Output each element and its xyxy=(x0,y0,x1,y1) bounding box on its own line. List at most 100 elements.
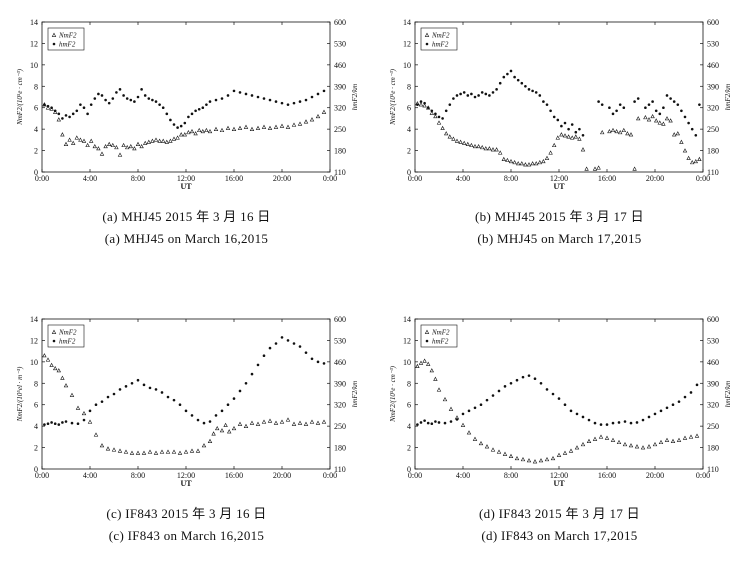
caption-c-cn: (c) IF843 2015 年 3 月 16 日 xyxy=(106,506,267,521)
point-hmF2 xyxy=(64,420,68,423)
point-hmF2 xyxy=(238,389,242,393)
point-NmF2 xyxy=(243,423,249,428)
point-hmF2 xyxy=(485,398,489,402)
y-left-tick-label: 4 xyxy=(407,422,411,431)
panel-d: 0:00 4:00 8:00 12:00 16:00 20:00 0:00 UT 0 2 4 6 8 10… xyxy=(373,297,746,588)
point-hmF2 xyxy=(466,94,470,97)
point-hmF2 xyxy=(509,381,513,385)
point-NmF2 xyxy=(237,125,243,130)
point-NmF2 xyxy=(125,145,130,150)
point-NmF2 xyxy=(267,125,273,130)
point-hmF2 xyxy=(593,421,597,425)
point-NmF2 xyxy=(117,152,123,157)
point-NmF2 xyxy=(309,117,315,122)
point-hmF2 xyxy=(100,400,104,403)
point-NmF2 xyxy=(448,406,454,411)
point-hmF2 xyxy=(226,94,230,97)
point-NmF2 xyxy=(81,138,87,143)
point-hmF2 xyxy=(310,95,314,99)
point-NmF2 xyxy=(92,143,97,149)
y-left-tick-label: 0 xyxy=(34,465,38,474)
point-hmF2 xyxy=(600,103,604,106)
legend-marker-NmF2 xyxy=(424,32,430,37)
point-NmF2 xyxy=(153,450,159,455)
point-hmF2 xyxy=(416,103,419,106)
point-hmF2 xyxy=(89,103,93,106)
point-NmF2 xyxy=(433,376,438,381)
point-hmF2 xyxy=(676,103,680,106)
point-hmF2 xyxy=(513,75,516,79)
point-NmF2 xyxy=(243,124,249,129)
caption-b-en: (b) MHJ45 on March 17,2015 xyxy=(477,231,642,246)
point-NmF2 xyxy=(96,146,101,151)
y-right-axis-label: hmF2/km xyxy=(351,381,359,407)
point-NmF2 xyxy=(146,139,151,144)
point-NmF2 xyxy=(422,103,427,108)
point-NmF2 xyxy=(496,449,502,454)
point-hmF2 xyxy=(190,112,194,116)
point-hmF2 xyxy=(455,418,459,421)
point-hmF2 xyxy=(70,421,74,425)
point-NmF2 xyxy=(53,365,58,371)
x-tick-label: 4:00 xyxy=(83,174,97,183)
point-NmF2 xyxy=(618,130,623,135)
point-NmF2 xyxy=(279,123,285,128)
y-left-tick-label: 10 xyxy=(403,358,411,367)
point-hmF2 xyxy=(470,92,473,96)
point-hmF2 xyxy=(298,345,302,348)
plot-frame xyxy=(41,21,331,173)
y-right-tick-label: 460 xyxy=(707,358,719,367)
point-hmF2 xyxy=(142,383,146,387)
point-hmF2 xyxy=(115,91,118,94)
y-left-tick-label: 12 xyxy=(403,336,411,345)
y-right-tick-label: 110 xyxy=(334,168,346,177)
point-NmF2 xyxy=(204,127,209,133)
legend-label: hmF2 xyxy=(59,41,76,49)
point-hmF2 xyxy=(178,403,182,407)
point-hmF2 xyxy=(100,94,104,97)
point-hmF2 xyxy=(434,420,437,423)
y-left-tick-label: 14 xyxy=(30,18,38,27)
point-hmF2 xyxy=(480,91,484,94)
point-NmF2 xyxy=(442,397,448,402)
point-NmF2 xyxy=(616,439,622,445)
y-left-tick-label: 12 xyxy=(30,39,38,48)
caption-d-en: (d) IF843 on March 17,2015 xyxy=(481,528,638,543)
point-NmF2 xyxy=(682,435,688,440)
point-NmF2 xyxy=(444,131,449,136)
point-NmF2 xyxy=(526,162,532,167)
point-hmF2 xyxy=(574,130,578,134)
point-hmF2 xyxy=(76,422,80,425)
x-axis-label: UT xyxy=(180,182,192,191)
point-NmF2 xyxy=(654,118,659,123)
y-left-tick-label: 14 xyxy=(403,18,411,27)
y-right-tick-label: 320 xyxy=(334,401,346,410)
point-NmF2 xyxy=(285,124,291,129)
point-NmF2 xyxy=(676,437,682,442)
point-hmF2 xyxy=(244,381,248,385)
point-hmF2 xyxy=(449,420,453,423)
point-hmF2 xyxy=(151,98,154,102)
point-NmF2 xyxy=(168,138,173,143)
point-NmF2 xyxy=(117,448,123,453)
point-NmF2 xyxy=(207,438,213,443)
point-hmF2 xyxy=(124,385,128,388)
point-hmF2 xyxy=(669,97,672,100)
point-NmF2 xyxy=(682,148,688,153)
point-hmF2 xyxy=(665,94,669,97)
point-hmF2 xyxy=(316,92,320,96)
point-NmF2 xyxy=(135,450,141,455)
point-NmF2 xyxy=(693,158,698,164)
point-NmF2 xyxy=(422,358,427,363)
y-left-tick-label: 10 xyxy=(403,61,411,70)
point-hmF2 xyxy=(654,109,658,113)
x-tick-label: 0:00 xyxy=(35,174,49,183)
point-NmF2 xyxy=(672,132,677,137)
point-hmF2 xyxy=(677,400,681,403)
point-NmF2 xyxy=(189,448,195,453)
point-hmF2 xyxy=(208,420,212,423)
point-NmF2 xyxy=(568,448,574,453)
point-NmF2 xyxy=(628,132,634,137)
y-left-tick-label: 8 xyxy=(34,82,38,91)
legend-box xyxy=(47,27,85,51)
